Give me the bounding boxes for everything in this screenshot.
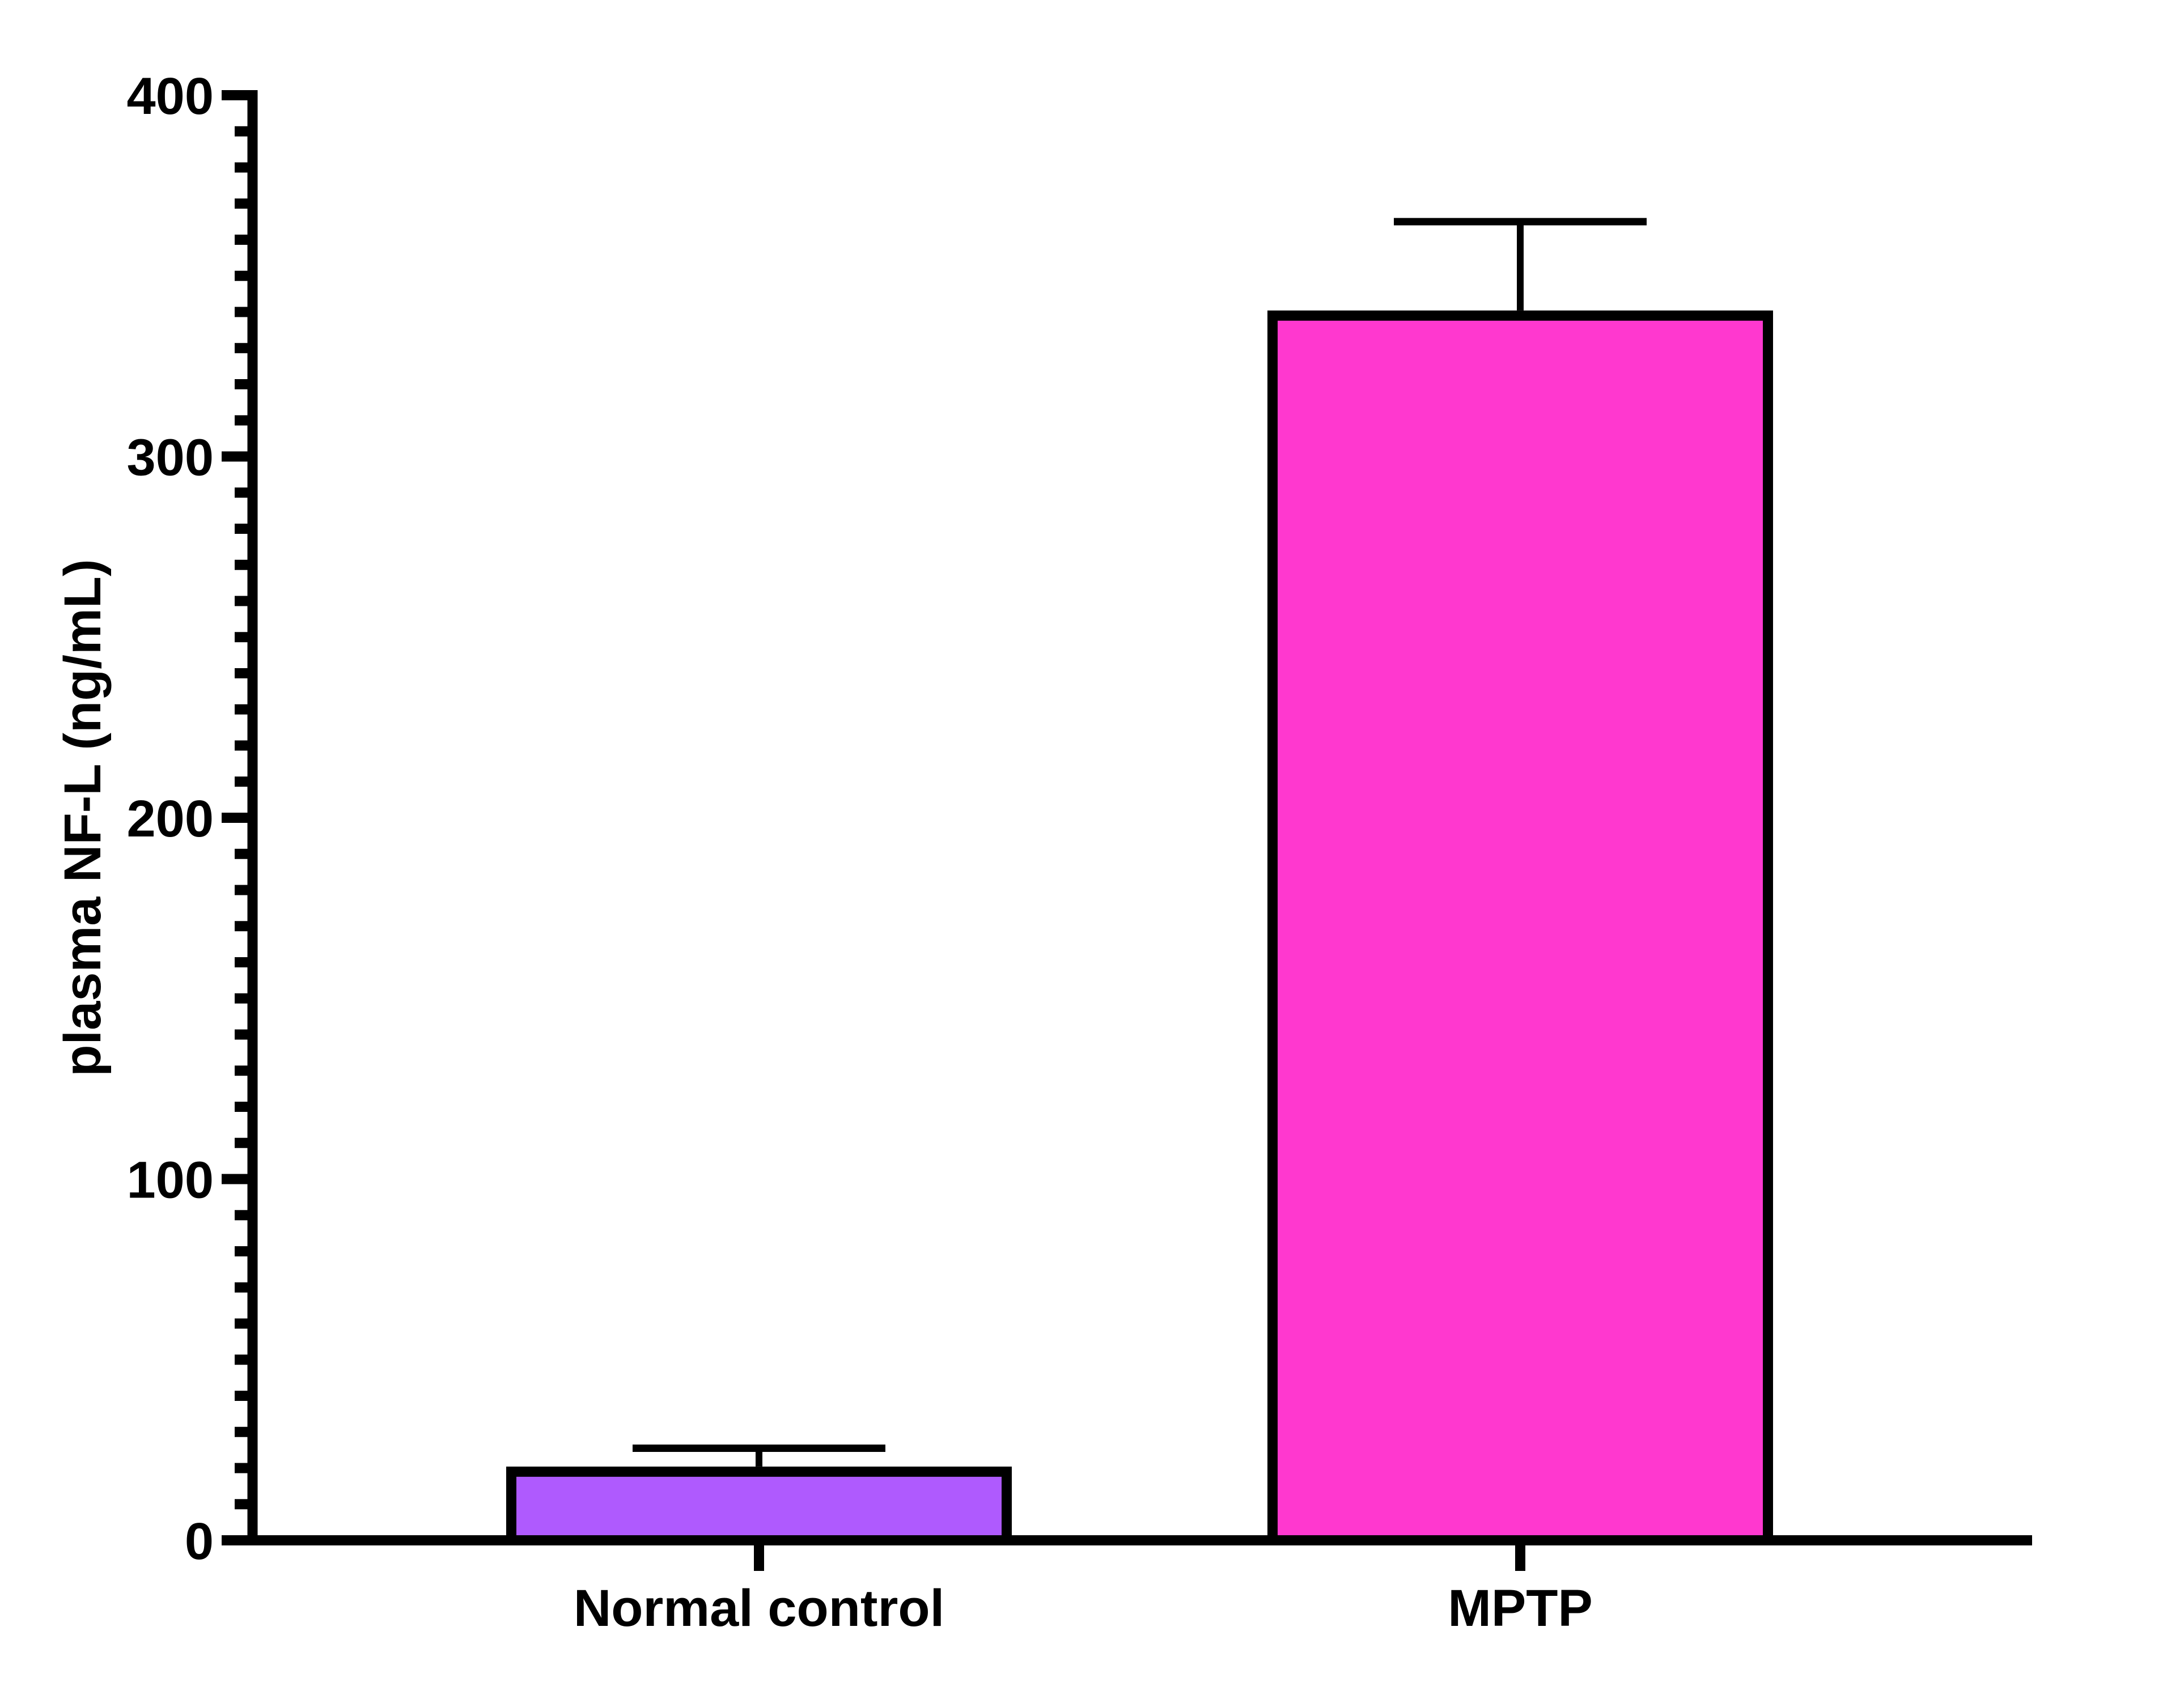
error-bar: [633, 1444, 885, 1467]
y-tick-label: 400: [127, 67, 214, 125]
y-tick-label: 300: [127, 429, 214, 487]
error-bar: [1394, 218, 1647, 311]
error-bars-group: [633, 218, 1647, 1467]
y-tick-label: 200: [127, 790, 214, 848]
bar-normal-control: [506, 1466, 1012, 1545]
x-tick-label: Normal control: [574, 1579, 944, 1637]
y-tick-label: 0: [185, 1513, 214, 1570]
y-axis: 0 100 200 300 400: [127, 67, 258, 1570]
x-tick-label: MPTP: [1448, 1579, 1593, 1637]
bar-mptp: [1267, 310, 1773, 1545]
y-axis-title: plasma NF-L (ng/mL): [54, 559, 112, 1076]
x-axis: Normal control MPTP: [247, 1535, 2032, 1637]
y-tick-label: 100: [127, 1152, 214, 1209]
bars-group: [506, 310, 1773, 1545]
